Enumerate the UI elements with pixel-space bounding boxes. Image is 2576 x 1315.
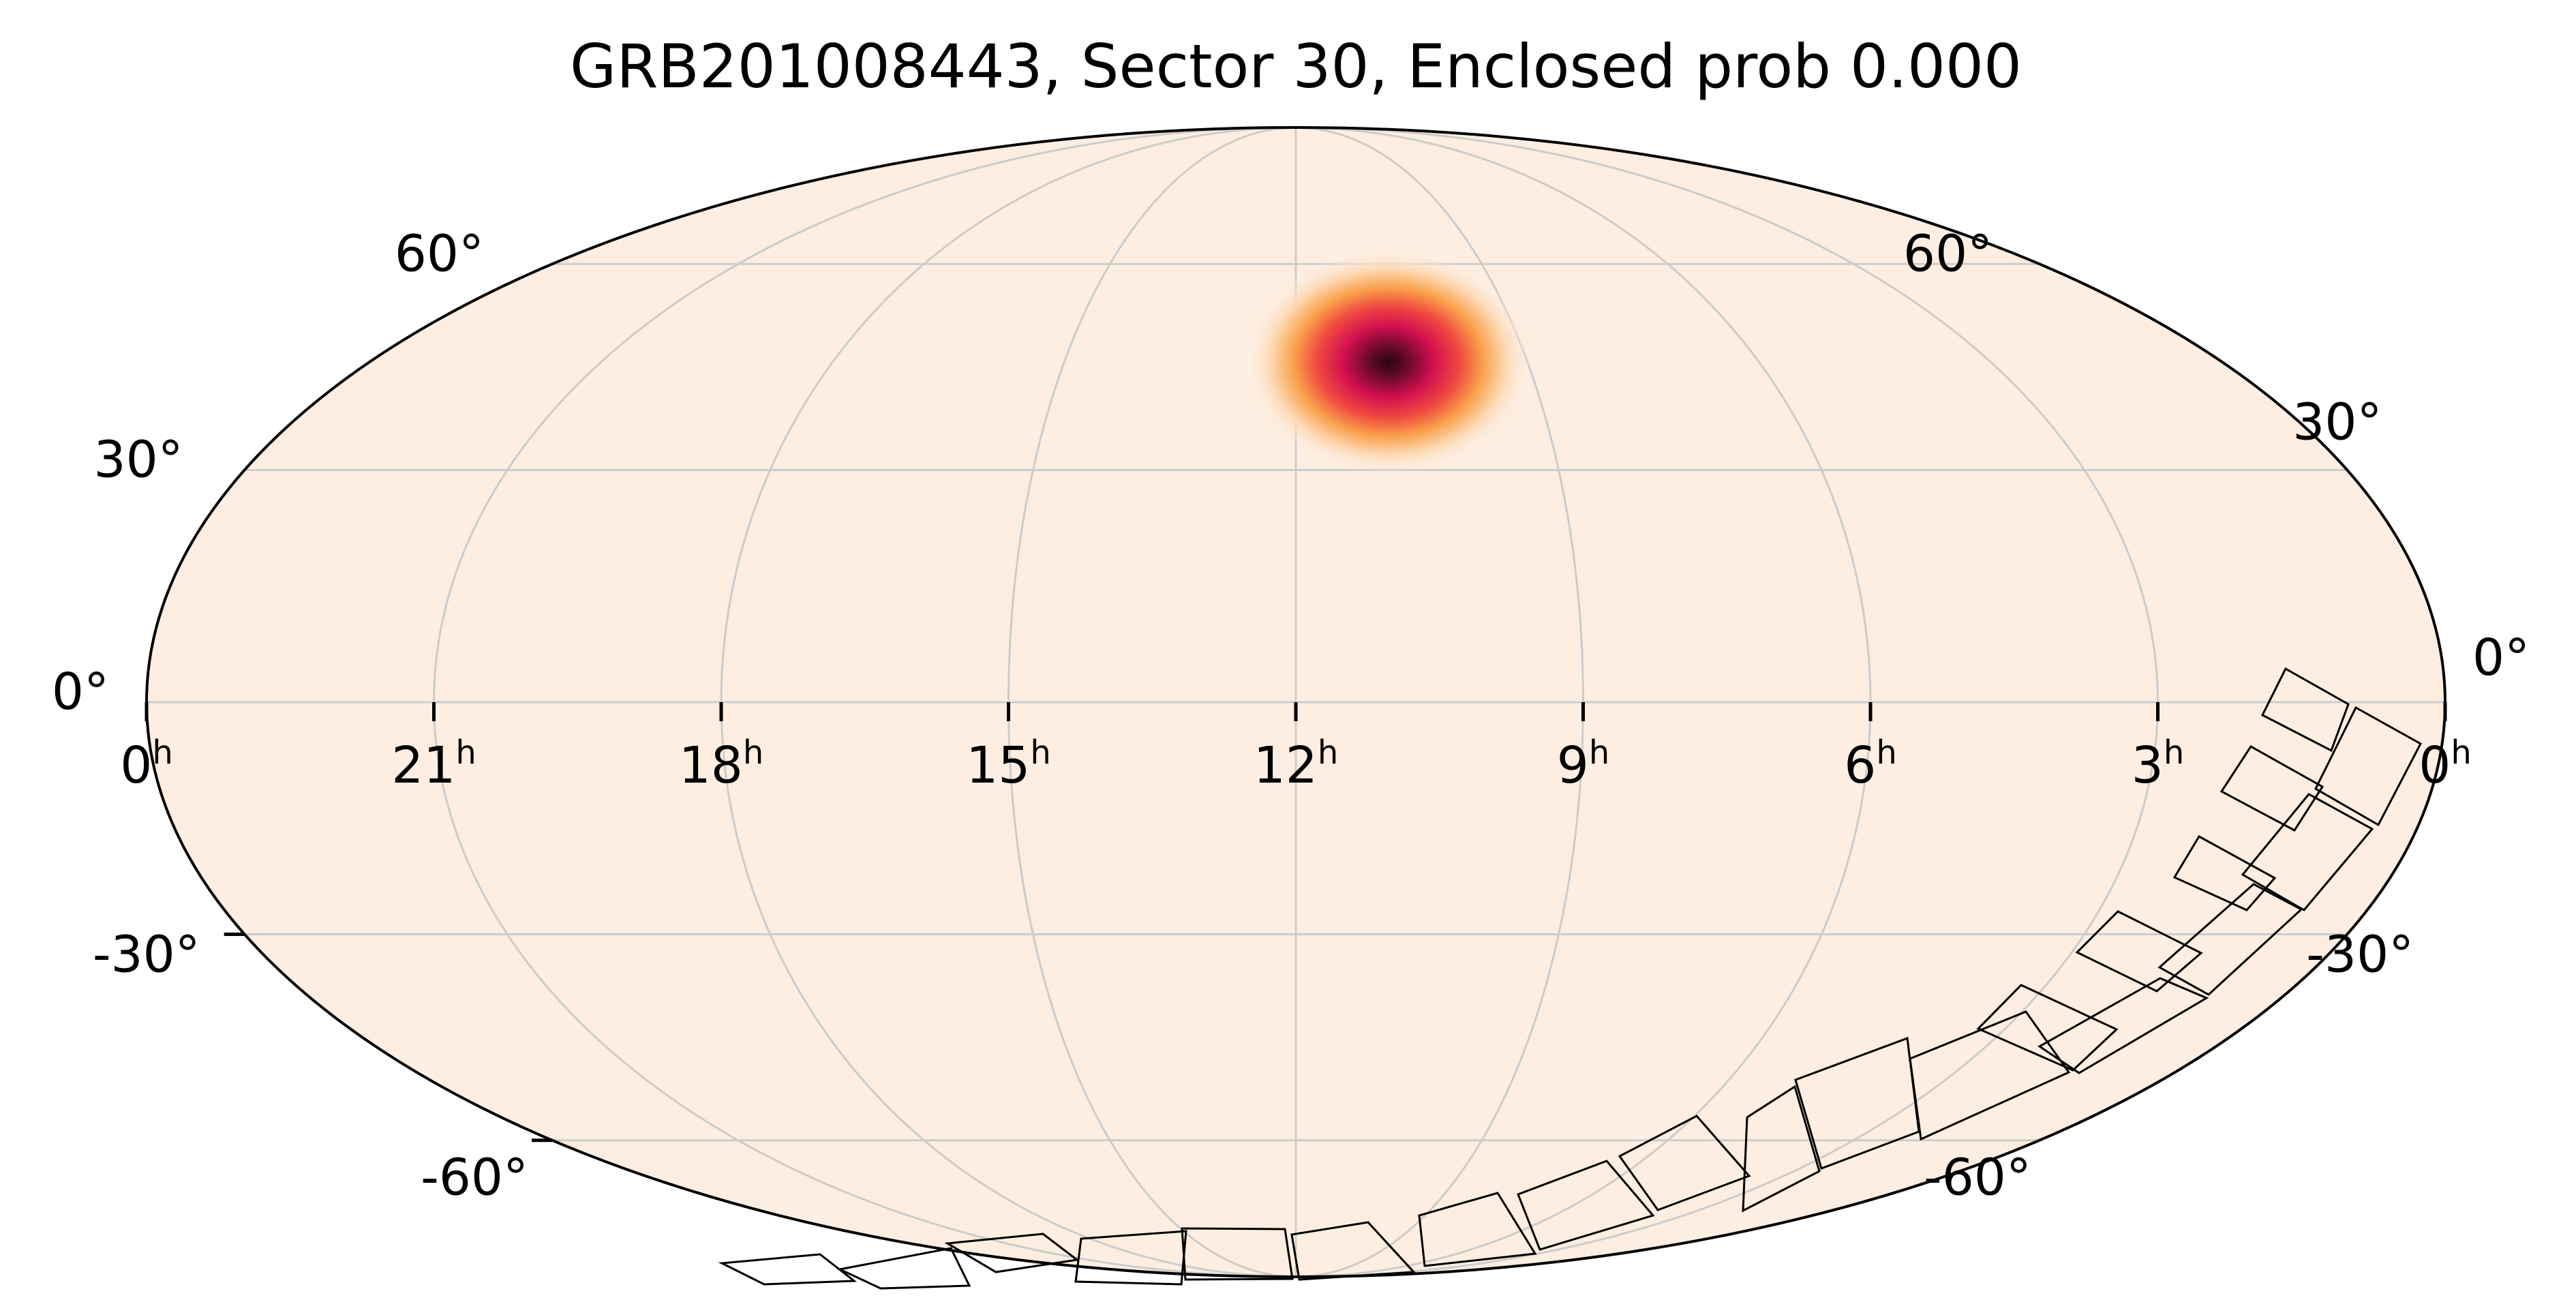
dec-tick-label-left: 60° — [395, 224, 484, 283]
ccd-tile — [2037, 977, 2209, 1074]
ccd-tile — [1976, 984, 2119, 1072]
ra-tick-label: 15h — [966, 734, 1051, 795]
ccd-tile — [2314, 706, 2423, 827]
ra-tick-label: 6h — [1844, 734, 1897, 795]
ccd-tile — [1909, 1010, 2071, 1141]
ccd-tile — [2075, 910, 2203, 993]
dec-tick-label-left: 0° — [52, 663, 109, 721]
ccd-tile — [1290, 1221, 1416, 1281]
ra-tick-label: 3h — [2132, 734, 2185, 795]
ra-tick-label: 0h — [120, 734, 173, 795]
ccd-tile — [1418, 1192, 1537, 1267]
ccd-tile — [1794, 1036, 1920, 1170]
ra-tick-label: 9h — [1557, 734, 1610, 795]
dec-tick-label-left: 30° — [94, 431, 183, 489]
dec-tick-label-left: -30° — [93, 926, 200, 984]
ra-tick-label: 12h — [1254, 734, 1339, 795]
ccd-tile — [2241, 793, 2374, 911]
ccd-tile — [1181, 1227, 1294, 1281]
dec-tick-label-left: -60° — [421, 1149, 528, 1207]
chart-title: GRB201008443, Sector 30, Enclosed prob 0… — [570, 31, 2022, 102]
probability-hotspot — [1245, 249, 1532, 474]
dec-tick-label-right: -30° — [2306, 926, 2414, 984]
tess-sector-footprint — [718, 667, 2423, 1290]
dec-tick-label-right: 30° — [2292, 393, 2382, 452]
dec-tick-label-right: 0° — [2472, 629, 2530, 687]
ccd-tile — [718, 1253, 858, 1286]
ra-tick-label: 21h — [391, 734, 476, 795]
dec-tick-label-right: 60° — [1903, 224, 1992, 283]
ccd-tile — [836, 1247, 971, 1290]
dec-tick-labels: 60° 30° 0° -30° -60° 60° 30° 0° -30° -60° — [52, 224, 2530, 1207]
ra-tick-labels: 0h 21h 18h 15h 12h 9h 6h 3h 0h — [120, 702, 2472, 795]
ccd-tile — [1742, 1085, 1821, 1213]
ccd-tile — [2157, 883, 2303, 996]
ccd-tile — [2172, 834, 2277, 911]
ccd-tile — [2219, 745, 2324, 832]
ra-tick-label: 18h — [679, 734, 764, 795]
dec-tick-label-right: -60° — [1924, 1149, 2031, 1207]
ra-tick-label: 0h — [2419, 734, 2472, 795]
ccd-tile — [1618, 1115, 1751, 1211]
ccd-tile — [2260, 667, 2350, 753]
ccd-tile — [944, 1233, 1080, 1273]
ccd-tile — [1517, 1160, 1655, 1251]
ccd-tile — [1074, 1230, 1187, 1286]
